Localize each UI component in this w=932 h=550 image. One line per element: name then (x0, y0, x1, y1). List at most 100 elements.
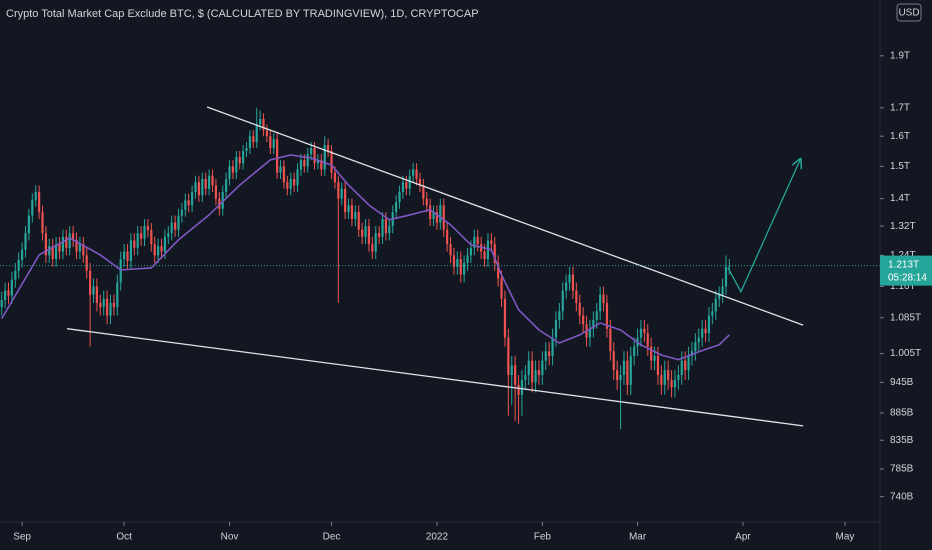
candle-body (602, 294, 605, 303)
last-price-label: 1.213T (888, 259, 919, 270)
candle-body (554, 319, 558, 338)
candle-body (89, 270, 92, 295)
candle-body (486, 240, 490, 260)
candle-body (707, 315, 711, 334)
candle-body (497, 262, 500, 279)
candle-body (272, 139, 275, 149)
y-tick-label: 785B (890, 464, 914, 475)
candle-body (548, 351, 551, 356)
candle-body (677, 374, 680, 380)
candle-body (650, 346, 653, 361)
candle-body (718, 294, 721, 299)
candle-body (92, 286, 95, 295)
candle-body (41, 212, 44, 234)
candle-body (85, 255, 88, 271)
candle-body (571, 274, 575, 291)
y-tick-label: 1.6T (890, 131, 910, 142)
currency-badge[interactable] (896, 3, 922, 22)
candle-body (561, 290, 564, 312)
candle-body (316, 160, 320, 164)
candle-body (704, 328, 707, 334)
candle-body (728, 265, 731, 267)
candle-body (701, 328, 704, 338)
candle-body (242, 151, 245, 164)
candle-body (537, 370, 541, 375)
y-tick-label: 1.32T (890, 221, 916, 232)
candle-body (517, 384, 520, 395)
candle-body (483, 251, 486, 260)
candle-body (72, 233, 75, 240)
candle-body (245, 148, 248, 152)
candle-body (310, 148, 313, 155)
candle-body (38, 191, 41, 213)
x-tick-label: May (836, 532, 855, 543)
candle-body (514, 365, 517, 385)
candle-body (337, 182, 340, 199)
candle-body (531, 360, 534, 383)
candle-body (401, 182, 405, 192)
candle-body (639, 328, 643, 338)
candle-body (670, 379, 673, 388)
candle-body (344, 188, 347, 213)
candle-body (541, 360, 544, 375)
candle-body (408, 175, 411, 189)
candle-body (724, 266, 728, 287)
candle-body (296, 169, 299, 186)
candle-body (398, 191, 401, 202)
candle-body (422, 185, 425, 199)
candle-body (415, 169, 418, 179)
currency-label[interactable]: USD (898, 8, 919, 19)
candle-body (10, 279, 14, 296)
candle-body (170, 222, 173, 234)
candle-body (194, 182, 197, 192)
candle-body (330, 151, 333, 173)
x-tick-label: 2022 (426, 532, 449, 543)
candle-body (327, 145, 330, 152)
candle-body (197, 182, 201, 196)
candle-body (663, 370, 666, 385)
candle-body (418, 178, 422, 186)
candle-body (163, 236, 167, 252)
candle-body (582, 315, 585, 325)
candle-body (612, 351, 615, 371)
candle-body (187, 200, 190, 206)
candle-body (218, 198, 221, 209)
candle-body (320, 160, 323, 170)
candle-body (102, 298, 105, 308)
candle-body (711, 311, 714, 316)
x-tick-label: Feb (534, 532, 552, 543)
candle-body (180, 209, 184, 216)
candle-body (221, 191, 224, 209)
candle-body (299, 160, 303, 170)
candle-body (65, 236, 68, 248)
candle-body (354, 212, 357, 220)
candle-body (14, 270, 17, 280)
candle-body (449, 244, 452, 256)
candle-body (575, 290, 578, 303)
candle-body (82, 244, 85, 256)
candle-body (721, 286, 724, 295)
candle-body (680, 360, 683, 375)
candle-body (109, 302, 112, 316)
candle-body (68, 233, 71, 248)
candle-body (697, 337, 700, 343)
candle-body (687, 355, 690, 371)
candle-body (323, 145, 326, 170)
candle-body (619, 374, 622, 380)
candle-body (276, 139, 279, 173)
y-tick-label: 1.5T (890, 161, 910, 172)
countdown: 05:28:14 (888, 272, 927, 283)
candle-body (58, 244, 61, 252)
candle-body (476, 236, 479, 245)
candle-body (667, 370, 670, 380)
candle-body (167, 233, 170, 237)
y-tick-label: 1.24T (890, 250, 916, 261)
candle-body (456, 259, 459, 267)
candle-body (44, 233, 48, 256)
candle-body (463, 262, 466, 275)
candle-body (231, 166, 235, 173)
candle-body (629, 355, 632, 385)
candle-body (214, 185, 218, 199)
candle-body (123, 251, 126, 260)
x-tick-label: Mar (629, 532, 647, 543)
